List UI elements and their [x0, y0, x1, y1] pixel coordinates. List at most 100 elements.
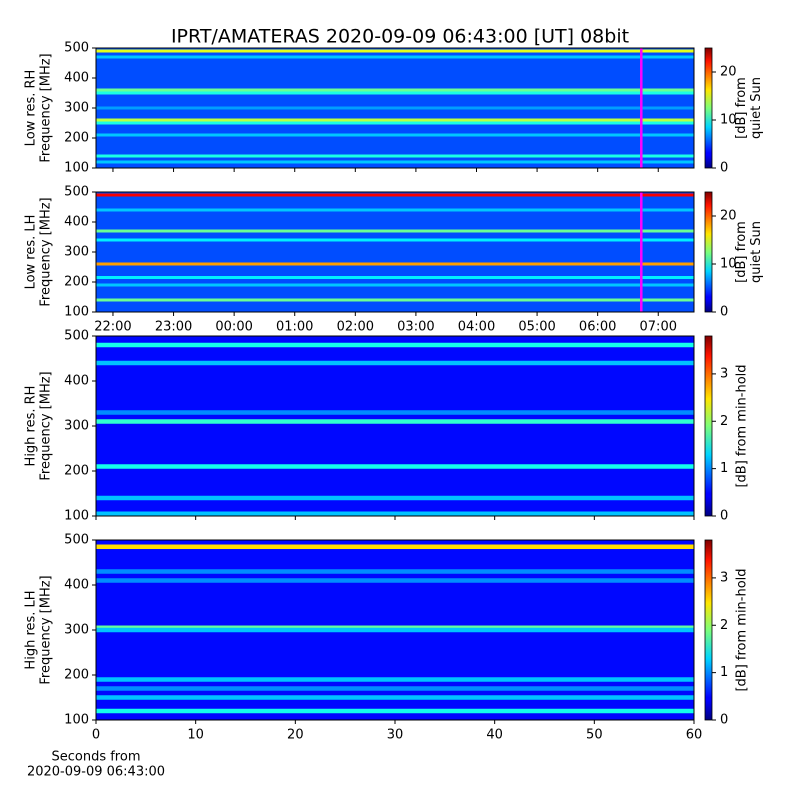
y-tick-label: 200: [64, 131, 89, 146]
spectral-band: [96, 193, 694, 197]
spectral-band: [96, 627, 694, 633]
colorbar-tick-label: 2: [720, 618, 728, 633]
spectral-band: [96, 91, 694, 95]
spectral-band: [96, 88, 694, 92]
spectral-band: [96, 208, 694, 212]
colorbar-tick-label: 20: [720, 65, 737, 80]
spectral-band: [96, 578, 694, 583]
spectral-band: [96, 342, 694, 348]
x-tick-label: 06:00: [579, 320, 616, 335]
y-axis-label: Low res. RH: [24, 70, 39, 147]
colorbar-label: quiet Sun: [749, 77, 764, 139]
colorbar-tick-label: 0: [720, 305, 728, 320]
y-tick-label: 100: [64, 713, 89, 728]
x-tick-label: 20: [287, 728, 304, 743]
x-tick-label: 23:00: [155, 320, 192, 335]
spectral-band: [96, 49, 694, 53]
spectral-band: [96, 276, 694, 279]
y-axis-label: Frequency [MHz]: [39, 197, 54, 306]
y-axis-label: High res. LH: [24, 590, 39, 669]
spectral-band: [96, 238, 694, 242]
chart-title: IPRT/AMATERAS 2020-09-09 06:43:00 [UT] 0…: [171, 26, 629, 48]
spectral-band: [96, 464, 694, 469]
colorbar-label: [dB] from: [734, 221, 749, 283]
x-tick-label: 01:00: [276, 320, 313, 335]
spectral-band: [96, 410, 694, 415]
y-tick-label: 200: [64, 275, 89, 290]
y-tick-label: 500: [64, 533, 89, 548]
y-axis-label: Frequency [MHz]: [39, 53, 54, 162]
colorbar-label: [dB] from min-hold: [735, 364, 750, 487]
colorbar: [704, 335, 713, 517]
x-tick-label: 03:00: [397, 320, 434, 335]
colorbar-tick-label: 10: [720, 113, 737, 128]
spectral-band: [96, 695, 694, 700]
x-tick-label: 04:00: [458, 320, 495, 335]
y-axis-label: High res. RH: [24, 386, 39, 467]
colorbar-label: [dB] from min-hold: [735, 568, 750, 691]
spectral-band: [96, 708, 694, 714]
y-tick-label: 300: [64, 419, 89, 434]
colorbar-tick-label: 3: [720, 366, 728, 381]
colorbar-tick-label: 0: [720, 509, 728, 524]
colorbar: [704, 539, 713, 721]
y-tick-label: 100: [64, 305, 89, 320]
colorbar-tick-label: 2: [720, 414, 728, 429]
spectral-band: [96, 544, 694, 549]
spectral-band: [96, 686, 694, 691]
x-tick-label: 00:00: [215, 320, 252, 335]
y-tick-label: 500: [64, 185, 89, 200]
spectral-band: [96, 262, 694, 266]
x-tick-label: 50: [586, 728, 603, 743]
colorbar-tick-label: 20: [720, 209, 737, 224]
y-tick-label: 300: [64, 101, 89, 116]
y-tick-label: 300: [64, 623, 89, 638]
x-tick-label: 02:00: [337, 320, 374, 335]
spectral-band: [96, 133, 694, 137]
spectral-band: [96, 419, 694, 424]
spectral-band: [96, 677, 694, 682]
colorbar-tick-label: 3: [720, 570, 728, 585]
x-tick-label: 22:00: [94, 320, 131, 335]
y-tick-label: 200: [64, 668, 89, 683]
x-axis-label: 2020-09-09 06:43:00: [27, 765, 165, 780]
spectrogram-background: [96, 192, 694, 312]
x-tick-label: 05:00: [518, 320, 555, 335]
spectral-band: [96, 360, 694, 366]
colorbar-tick-label: 10: [720, 257, 737, 272]
y-tick-label: 500: [64, 329, 89, 344]
x-tick-label: 30: [387, 728, 404, 743]
y-axis-label: Frequency [MHz]: [39, 575, 54, 684]
y-tick-label: 300: [64, 245, 89, 260]
spectral-band: [96, 160, 694, 164]
colorbar: [704, 191, 713, 313]
y-tick-label: 400: [64, 215, 89, 230]
x-tick-label: 07:00: [640, 320, 677, 335]
spectral-band: [96, 495, 694, 501]
y-tick-label: 100: [64, 161, 89, 176]
colorbar-label: quiet Sun: [749, 221, 764, 283]
x-tick-label: 60: [686, 728, 703, 743]
y-tick-label: 500: [64, 41, 89, 56]
spectral-band: [96, 55, 694, 59]
x-tick-label: 40: [486, 728, 503, 743]
y-tick-label: 200: [64, 464, 89, 479]
y-tick-label: 400: [64, 578, 89, 593]
x-axis-label: Seconds from: [51, 750, 140, 765]
spectrogram-background: [96, 336, 694, 516]
y-tick-label: 100: [64, 509, 89, 524]
y-tick-label: 400: [64, 71, 89, 86]
colorbar-tick-label: 0: [720, 713, 728, 728]
spectral-band: [96, 118, 694, 122]
spectral-band: [96, 154, 694, 158]
spectral-band: [96, 298, 694, 302]
x-tick-label: 0: [92, 728, 100, 743]
spectral-band: [96, 229, 694, 233]
colorbar-tick-label: 1: [720, 461, 728, 476]
y-tick-label: 400: [64, 374, 89, 389]
colorbar-tick-label: 0: [720, 161, 728, 176]
x-tick-label: 10: [187, 728, 204, 743]
colorbar: [704, 47, 713, 169]
